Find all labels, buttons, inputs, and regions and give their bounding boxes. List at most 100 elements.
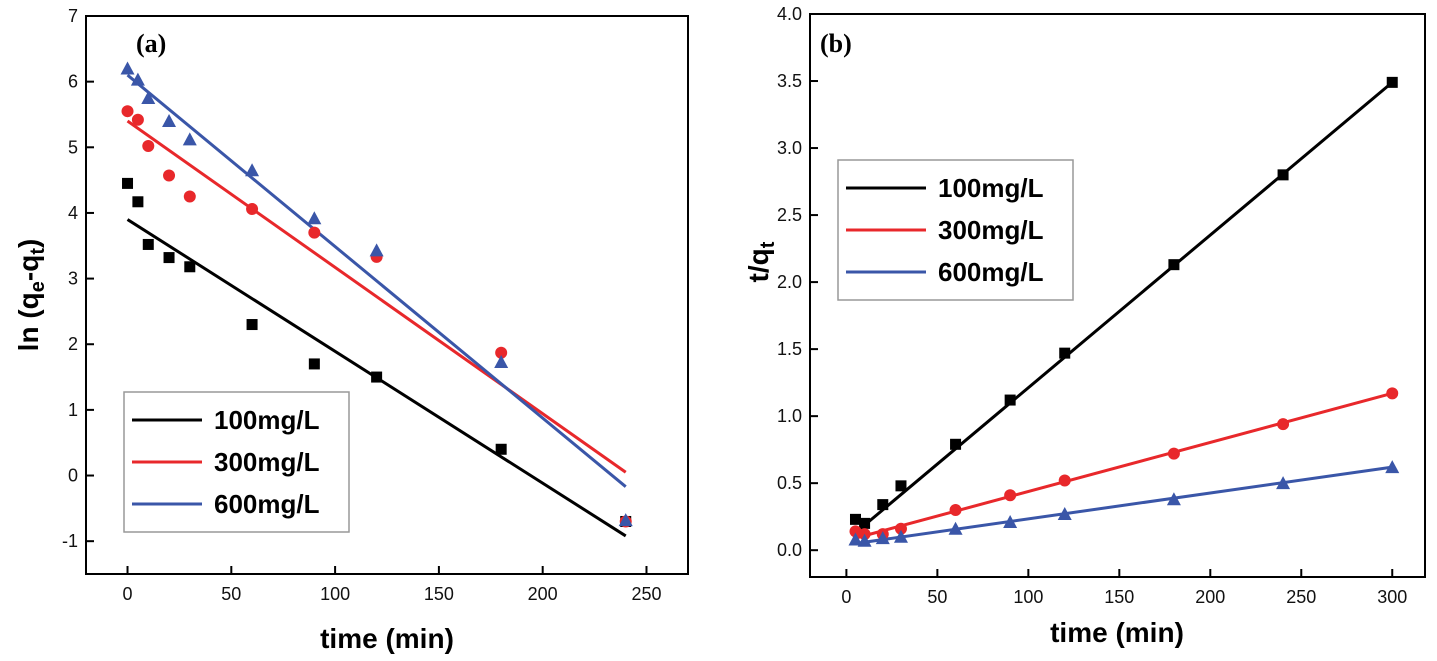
panel-a-chart: 0 50 100 150 200 250 -1 0 1 2 3 4 5 6 7 (a) time (min)…: [13, 6, 689, 654]
data-point-triangle: [1003, 515, 1018, 529]
data-point-circle: [1004, 489, 1017, 502]
fit-line-triangle: [855, 465, 1393, 545]
data-point-triangle: [1385, 460, 1400, 474]
y-tick-label: 0.0: [777, 540, 802, 560]
x-tick-label: 250: [1286, 587, 1316, 607]
y-tick-label: 0: [68, 466, 78, 486]
data-point-square: [895, 480, 907, 492]
data-point-square: [371, 371, 383, 383]
data-point-triangle: [494, 354, 509, 368]
data-point-square: [1059, 347, 1071, 359]
data-point-circle: [308, 226, 321, 239]
fit-line-circle: [126, 119, 627, 474]
data-point-circle: [849, 525, 862, 538]
data-point-triangle: [848, 532, 863, 546]
data-point-square: [184, 261, 196, 273]
data-point-circle: [949, 503, 962, 516]
data-point-triangle: [307, 211, 322, 225]
panel-b-x-axis-title: time (min): [1050, 617, 1184, 648]
panel-a-y-axis-title: ln (qe-qt): [13, 239, 49, 352]
x-tick-label: 50: [221, 584, 241, 604]
data-point-circle: [183, 190, 196, 203]
panel-a-x-axis-title: time (min): [320, 623, 454, 654]
y-tick-label: 1.5: [777, 339, 802, 359]
legend-label: 300mg/L: [214, 447, 320, 477]
data-point-square: [122, 177, 134, 189]
legend-label: 100mg/L: [938, 173, 1044, 203]
data-point-circle: [1167, 447, 1180, 460]
y-tick-label: 4: [68, 203, 78, 223]
panel-b-ticks: 0 50 100 150 200 250 300 0.0 0.5 1.0 1.5 2.0 2.5 3.0 3…: [777, 4, 1407, 607]
data-point-square: [308, 358, 320, 370]
data-point-square: [1277, 169, 1289, 181]
data-point-circle: [1058, 474, 1071, 487]
data-point-square: [142, 238, 154, 250]
x-tick-label: 250: [631, 584, 661, 604]
data-point-square: [132, 196, 144, 208]
legend-label: 100mg/L: [214, 405, 320, 435]
data-point-circle: [163, 169, 176, 182]
data-point-square: [1004, 394, 1016, 406]
data-point-square: [495, 443, 507, 455]
panel-a-ticks: 0 50 100 150 200 250 -1 0 1 2 3 4 5 6 7: [62, 6, 662, 604]
y-tick-label: 7: [68, 6, 78, 26]
data-point-triangle: [1057, 506, 1072, 520]
x-tick-label: 100: [1013, 587, 1043, 607]
data-point-triangle: [857, 533, 872, 547]
x-tick-label: 0: [841, 587, 851, 607]
y-tick-label: 0.5: [777, 473, 802, 493]
data-point-triangle: [1276, 476, 1291, 490]
data-point-circle: [495, 346, 508, 359]
data-point-triangle: [130, 72, 145, 86]
x-tick-label: 0: [123, 584, 133, 604]
data-point-triangle: [893, 529, 908, 543]
data-point-triangle: [141, 91, 156, 105]
y-tick-label: -1: [62, 531, 78, 551]
data-point-square: [1168, 259, 1180, 271]
data-point-square: [1386, 76, 1398, 88]
data-point-circle: [142, 139, 155, 152]
data-point-square: [849, 513, 861, 525]
panel-b-y-axis-title: t/qt: [743, 241, 779, 282]
panel-b-legend: 100mg/L 300mg/L 600mg/L: [837, 159, 1074, 301]
data-point-square: [877, 499, 889, 511]
data-point-circle: [1386, 387, 1399, 400]
fit-line-triangle: [126, 73, 627, 488]
y-tick-label: 2.0: [777, 272, 802, 292]
data-point-triangle: [120, 61, 135, 75]
panel-b-label: (b): [820, 29, 852, 58]
x-tick-label: 100: [320, 584, 350, 604]
data-point-triangle: [948, 521, 963, 535]
data-point-triangle: [369, 243, 384, 257]
data-point-square: [859, 517, 871, 529]
data-point-square: [950, 438, 962, 450]
data-point-square: [163, 252, 175, 264]
y-tick-label: 5: [68, 137, 78, 157]
y-tick-label: 3.0: [777, 138, 802, 158]
y-tick-label: 3.5: [777, 71, 802, 91]
y-tick-label: 4.0: [777, 4, 802, 24]
x-tick-label: 200: [1195, 587, 1225, 607]
data-point-circle: [894, 522, 907, 535]
panel-b-fit-lines: [854, 81, 1394, 545]
legend-label: 600mg/L: [938, 257, 1044, 287]
data-point-circle: [121, 105, 134, 118]
data-point-square: [246, 319, 258, 331]
legend-label: 300mg/L: [938, 215, 1044, 245]
data-point-triangle: [618, 513, 633, 527]
data-point-triangle: [182, 132, 197, 146]
data-point-triangle: [875, 531, 890, 545]
data-point-circle: [1277, 418, 1290, 431]
x-tick-label: 150: [1104, 587, 1134, 607]
data-point-circle: [246, 203, 259, 216]
y-tick-label: 2.5: [777, 205, 802, 225]
x-tick-label: 300: [1377, 587, 1407, 607]
panel-b-plot-frame: [809, 13, 1426, 578]
panel-a-data-points: [120, 61, 633, 528]
panel-b-data-points: [848, 76, 1400, 547]
data-point-triangle: [1166, 492, 1181, 506]
data-point-triangle: [245, 163, 260, 177]
fit-line-square: [854, 81, 1394, 534]
panel-b-chart: 0 50 100 150 200 250 300 0.0 0.5 1.0 1.5 2.0 2.5 3.0 3…: [743, 4, 1426, 648]
